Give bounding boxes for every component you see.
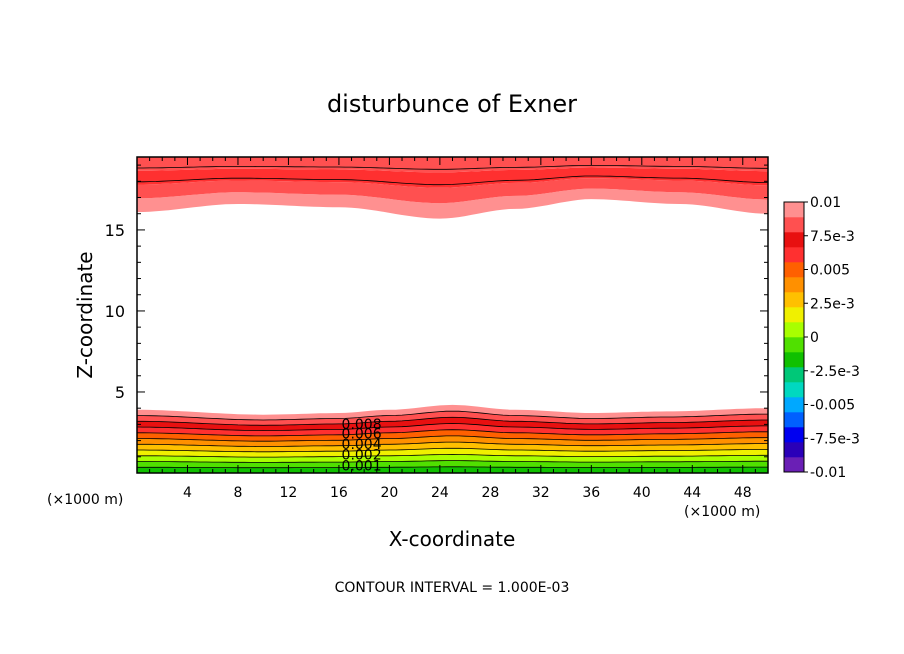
x-unit-left: (×1000 m) bbox=[47, 492, 123, 508]
colorbar-cell bbox=[784, 442, 804, 458]
x-tick-label: 20 bbox=[380, 485, 398, 501]
x-tick-label: 48 bbox=[734, 485, 752, 501]
contour-line bbox=[136, 410, 768, 421]
bottom-band bbox=[137, 454, 768, 463]
contour-line bbox=[136, 423, 768, 432]
colorbar-cell bbox=[784, 277, 804, 293]
colorbar-cell bbox=[784, 412, 804, 428]
colorbar-label: -0.01 bbox=[810, 465, 846, 481]
x-tick-label: 8 bbox=[234, 485, 243, 501]
colorbar-label: 0.01 bbox=[810, 195, 841, 211]
contour-line bbox=[137, 447, 768, 453]
x-tick-label: 4 bbox=[183, 485, 192, 501]
y-tick-label: 10 bbox=[105, 302, 125, 321]
colorbar-cell bbox=[784, 322, 804, 338]
colorbar-cell bbox=[784, 232, 804, 248]
top-contour-bands bbox=[137, 157, 768, 219]
contour-line bbox=[137, 441, 769, 447]
y-tick-label: 15 bbox=[105, 221, 125, 240]
colorbar-label: -7.5e-3 bbox=[810, 431, 860, 447]
colorbar-cell bbox=[784, 457, 804, 473]
chart-title: disturbunce of Exner bbox=[327, 90, 577, 118]
x-tick-label: 16 bbox=[330, 485, 348, 501]
colorbar-cell bbox=[784, 247, 804, 263]
colorbar-cell bbox=[784, 352, 804, 368]
colorbar-cell bbox=[784, 292, 804, 308]
bottom-band bbox=[137, 417, 768, 431]
top-band bbox=[137, 178, 768, 204]
contour-lines bbox=[136, 165, 769, 469]
colorbar-cell bbox=[784, 337, 804, 353]
contour-label: 0.001 bbox=[342, 459, 382, 475]
y-axis-ticks: 5 10 15 bbox=[105, 164, 768, 458]
x-tick-label: 36 bbox=[582, 485, 600, 501]
x-axis-label: X-coordinate bbox=[389, 527, 516, 551]
colorbar-cell bbox=[784, 307, 804, 323]
contour-interval-note: CONTOUR INTERVAL = 1.000E-03 bbox=[335, 580, 570, 596]
colorbar-label: -0.005 bbox=[810, 398, 855, 414]
contour-line bbox=[137, 460, 768, 463]
top-band bbox=[137, 167, 768, 188]
top-band bbox=[137, 157, 768, 173]
contour-label: 0.006 bbox=[342, 427, 382, 443]
x-tick-label: 28 bbox=[481, 485, 499, 501]
colorbar-cell bbox=[784, 397, 804, 413]
colorbar-cell bbox=[784, 262, 804, 278]
bottom-band bbox=[137, 429, 768, 442]
x-tick-label: 44 bbox=[683, 485, 701, 501]
bottom-band bbox=[137, 442, 768, 452]
top-band bbox=[137, 188, 768, 219]
bottom-contour-bands bbox=[137, 404, 768, 473]
y-axis-label: Z-coordinate bbox=[73, 251, 97, 378]
contour-line bbox=[137, 175, 768, 186]
y-tick-label: 5 bbox=[115, 383, 125, 402]
colorbar-label: 0.005 bbox=[810, 263, 850, 279]
contour-line bbox=[137, 435, 769, 442]
colorbar-label: -2.5e-3 bbox=[810, 364, 860, 380]
contour-line bbox=[137, 416, 768, 426]
contour-label: 0.004 bbox=[342, 437, 382, 453]
contour-line bbox=[137, 165, 768, 170]
contour-label: 0.002 bbox=[342, 448, 382, 464]
x-axis-ticks: 4 8 12 16 20 24 28 32 36 40 44 48 bbox=[149, 157, 756, 501]
bottom-band bbox=[137, 404, 768, 420]
colorbar-label: 7.5e-3 bbox=[810, 229, 855, 245]
bottom-band bbox=[137, 435, 768, 447]
colorbar-cell bbox=[784, 382, 804, 398]
contour-label: 0.008 bbox=[342, 417, 382, 433]
colorbar-label: 2.5e-3 bbox=[810, 296, 855, 312]
x-tick-label: 32 bbox=[532, 485, 550, 501]
contour-line bbox=[137, 429, 768, 437]
contour-line bbox=[137, 466, 768, 469]
bottom-band bbox=[137, 411, 768, 426]
x-tick-label: 12 bbox=[279, 485, 297, 501]
colorbar-label: 0 bbox=[810, 330, 819, 346]
z-unit-right: (×1000 m) bbox=[684, 504, 760, 520]
x-tick-label: 24 bbox=[431, 485, 449, 501]
contour-line bbox=[137, 453, 768, 458]
colorbar-cell bbox=[784, 202, 804, 218]
colorbar-cell bbox=[784, 367, 804, 383]
colorbar: 0.01 7.5e-3 0.005 2.5e-3 0 -2.5e-3 -0.005 -7.5e… bbox=[783, 195, 860, 481]
bottom-band bbox=[137, 448, 768, 458]
colorbar-cell bbox=[784, 427, 804, 443]
colorbar-cell bbox=[784, 217, 804, 233]
x-tick-label: 40 bbox=[633, 485, 651, 501]
